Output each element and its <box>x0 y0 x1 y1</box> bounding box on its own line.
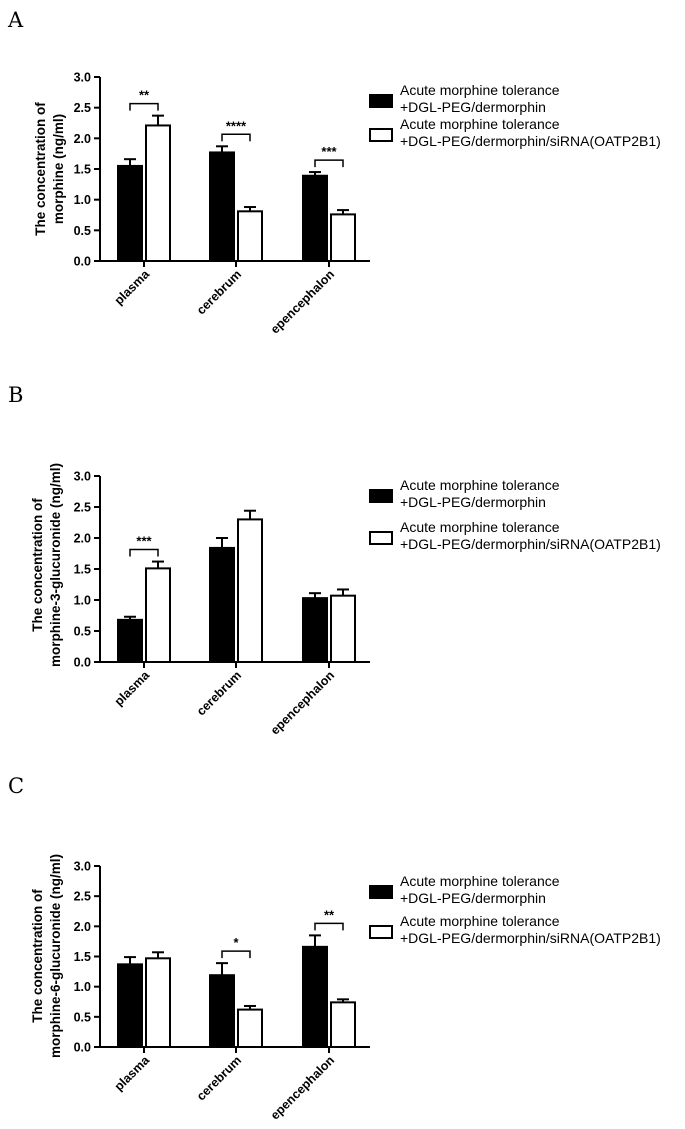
panel-b-category-label: cerebrum <box>194 668 244 718</box>
panel-a-legend-label-2-line2: +DGL-PEG/dermorphin/siRNA(OATP2B1) <box>400 133 661 149</box>
panel-a-y-tick-label: 1.0 <box>74 193 91 207</box>
panel-a-category-label: cerebrum <box>194 267 244 317</box>
panel-b-bar-cerebrum-series2 <box>237 518 263 664</box>
panel-c-bar-epencephalon-series1 <box>302 945 328 1049</box>
panel-c-bar-plasma-series1 <box>117 963 143 1048</box>
panel-c-y-tick-label: 0.5 <box>74 1010 91 1024</box>
panel-a-y-title-line2: morphine (ng/ml) <box>51 114 66 224</box>
panel-c-bar-cerebrum-series2 <box>237 1008 263 1048</box>
panel-c-y-title-line2: morphine-6-glucuronide (ng/ml) <box>48 854 63 1058</box>
panel-b-letter: B <box>8 383 23 407</box>
panel-a-significance-label: **** <box>226 118 247 133</box>
panel-c-legend-swatch-2 <box>369 925 393 939</box>
panel-a-significance-bracket <box>314 159 344 168</box>
panel-a-category-label: plasma <box>112 266 153 307</box>
panel-c-category-label: epencephalon <box>268 1053 337 1122</box>
panel-b-category-label: plasma <box>112 667 153 708</box>
panel-b-legend-label-1-line1: Acute morphine tolerance <box>400 477 560 493</box>
panel-b-significance-label: *** <box>136 534 152 549</box>
panel-b-y-tick-label: 1.5 <box>74 563 91 577</box>
panel-b-y-tick-label: 1.0 <box>74 594 91 608</box>
panel-c-legend-label-1-line1: Acute morphine tolerance <box>400 873 560 889</box>
panel-c-legend-label-1-line2: +DGL-PEG/dermorphin <box>400 890 546 906</box>
panel-c-y-tick-label: 1.0 <box>74 980 91 994</box>
panel-a-legend-label-1-line1: Acute morphine tolerance <box>400 82 560 98</box>
panel-b-y-tick-label: 0.0 <box>74 656 91 670</box>
panel-c-significance-bracket <box>221 950 251 959</box>
panel-c-legend-swatch-1 <box>369 885 393 899</box>
panel-a-significance-bracket <box>221 133 251 142</box>
panel-a-y-tick-label: 0.5 <box>74 224 91 238</box>
panel-c-category-label: plasma <box>112 1052 153 1093</box>
panel-b-bar-epencephalon-series2 <box>330 594 356 663</box>
panel-b-y-tick-label: 2.0 <box>74 532 91 546</box>
panel-c-y-tick-label: 2.0 <box>74 920 91 934</box>
panel-a-bar-cerebrum-series1 <box>209 151 235 262</box>
panel-b-bar-epencephalon-series1 <box>302 597 328 664</box>
panel-b-bar-cerebrum-series1 <box>209 546 235 663</box>
panel-a-y-tick-label: 2.0 <box>74 132 91 146</box>
panel-b-category-label: epencephalon <box>268 668 337 737</box>
panel-a-y-tick-label: 1.5 <box>74 163 91 177</box>
panel-a-y-title-line1: The concentration of <box>33 102 48 236</box>
panel-c-y-tick-label: 3.0 <box>74 860 91 874</box>
panel-b-bar-plasma-series2 <box>145 567 171 664</box>
panel-b-y-title-line2: morphine-3-glucuronide (ng/ml) <box>48 463 63 667</box>
panel-b-bar-plasma-series1 <box>117 618 143 664</box>
panel-c-y-tick-label: 2.5 <box>74 890 91 904</box>
panel-b-significance-bracket <box>129 548 159 557</box>
panel-c-y-tick-label: 0.0 <box>74 1041 91 1055</box>
panel-b-y-tick-label: 0.5 <box>74 625 91 639</box>
panel-b-legend-swatch-2 <box>369 531 393 545</box>
panel-c-bar-plasma-series2 <box>145 957 171 1048</box>
panel-c-y-tick-label: 1.5 <box>74 950 91 964</box>
panel-a-category-label: epencephalon <box>268 267 337 336</box>
panel-a-y-tick-label: 0.0 <box>74 255 91 269</box>
panel-a-significance-bracket <box>129 102 159 111</box>
panel-a-bar-cerebrum-series2 <box>237 210 263 263</box>
panel-c-bar-epencephalon-series2 <box>330 1001 356 1048</box>
panel-b-legend-swatch-1 <box>369 489 393 503</box>
panel-c-significance-label: ** <box>324 907 335 922</box>
panel-c-legend-label-2-line1: Acute morphine tolerance <box>400 913 560 929</box>
panel-c-significance-label: * <box>233 935 239 950</box>
panel-a-bar-epencephalon-series2 <box>330 213 356 263</box>
panel-a-bar-plasma-series1 <box>117 164 143 262</box>
panel-a-bar-plasma-series2 <box>145 124 171 262</box>
panel-a-legend-label-2-line1: Acute morphine tolerance <box>400 116 560 132</box>
panel-c-significance-bracket <box>314 922 344 931</box>
panel-c-legend-label-2-line2: +DGL-PEG/dermorphin/siRNA(OATP2B1) <box>400 930 661 946</box>
panel-b-y-title-line1: The concentration of <box>30 498 45 632</box>
panel-a-significance-label: ** <box>139 88 150 103</box>
panel-b-legend-label-1-line2: +DGL-PEG/dermorphin <box>400 494 546 510</box>
panel-a-legend-swatch-1 <box>369 94 393 108</box>
panel-b-legend-label-2-line1: Acute morphine tolerance <box>400 519 560 535</box>
panel-a-letter: A <box>7 8 24 32</box>
panel-a-bar-epencephalon-series1 <box>302 174 328 263</box>
panel-c-y-title-line1: The concentration of <box>30 889 45 1023</box>
panel-a-y-tick-label: 3.0 <box>74 71 91 85</box>
panel-a-legend-swatch-2 <box>369 128 393 142</box>
panel-c-bar-cerebrum-series1 <box>209 974 235 1048</box>
panel-c-letter: C <box>8 774 24 798</box>
panel-a-legend-label-1-line2: +DGL-PEG/dermorphin <box>400 99 546 115</box>
panel-b-y-tick-label: 3.0 <box>74 470 91 484</box>
panel-b-legend-label-2-line2: +DGL-PEG/dermorphin/siRNA(OATP2B1) <box>400 536 661 552</box>
panel-a-y-tick-label: 2.5 <box>74 101 91 115</box>
panel-a-significance-label: *** <box>321 144 337 159</box>
panel-b-y-tick-label: 2.5 <box>74 501 91 515</box>
panel-c-category-label: cerebrum <box>194 1053 244 1103</box>
